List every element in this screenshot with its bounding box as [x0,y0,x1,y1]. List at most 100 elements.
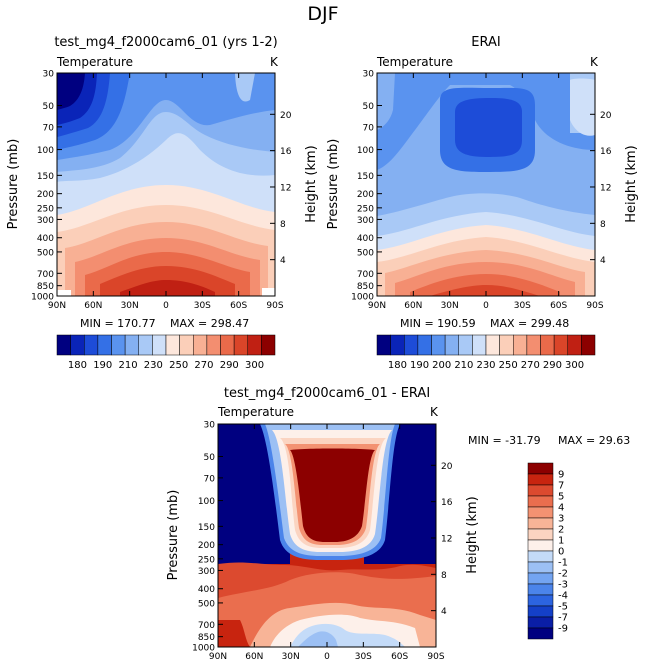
colorbar-label: -4 [558,591,568,602]
x-tick-label: 0 [483,301,489,311]
contour-fill-290 [410,274,560,296]
colorbar-swatch [527,539,554,552]
colorbar-swatch [165,334,180,356]
colorbar-label: 230 [476,360,495,371]
colorbar-swatch [527,594,554,607]
colorbar-swatch [404,334,419,356]
height-tick-label: 4 [441,607,447,617]
y-tick-label: 200 [37,190,54,200]
colorbar-label: 190 [93,360,112,371]
y-tick-label: 150 [198,523,215,533]
panel-obs-subtitle: Temperature [376,55,453,69]
x-tick-label: 90N [209,652,227,662]
plot-area-diff [218,424,436,647]
colorbar-swatch [70,334,85,356]
y-tick-label: 100 [357,146,374,156]
contour-fill-295 [120,280,215,296]
colorbar-label: -7 [558,613,568,624]
colorbar-swatch [527,572,554,585]
height-tick-label: 12 [280,183,291,193]
height-tick-label: 8 [280,220,286,230]
contour-fill-lower-neg2 [298,631,338,647]
x-tick-label: 60N [84,301,102,311]
y-tick-label: 700 [357,270,374,280]
colorbar-swatch [444,334,459,356]
height-tick-label: 16 [280,147,292,157]
colorbar-label: 270 [521,360,540,371]
x-tick-label: 60S [550,301,567,311]
y-tick-label: 50 [204,453,216,463]
ylabel-right-model: Height (km) [304,145,319,222]
colorbar-label: 190 [410,360,429,371]
colorbar-swatch [458,334,473,356]
colorbar-label: -3 [558,580,568,591]
colorbar-swatch [527,583,554,596]
colorbar-swatch [206,334,221,356]
colorbar-swatch [527,484,554,497]
colorbar-swatch [527,528,554,541]
colorbar-swatch [138,334,153,356]
colorbar-label: 270 [194,360,213,371]
x-tick-label: 30N [282,652,300,662]
panel-diff-units: K [430,405,439,419]
colorbar-label: -5 [558,602,568,613]
y-tick-label: 30 [204,421,216,431]
height-tick-label: 8 [441,571,447,581]
colorbar-swatch [527,462,554,475]
x-tick-label: 60N [404,301,422,311]
colorbar-label: 250 [169,360,188,371]
colorbar-swatch [567,334,582,356]
colorbar-label: 2 [558,525,564,536]
colorbar-swatch [513,334,528,356]
max-label-obs: MAX = 299.48 [490,317,569,330]
panel-obs: ERAI Temperature K 90N 60N 30N 0 30S 60S 90S 30… [326,35,639,371]
y-tick-label: 70 [43,123,55,133]
y-tick-label: 250 [357,204,374,214]
height-tick-label: 20 [441,462,453,472]
height-tick-label: 16 [600,147,612,157]
y-tick-label: 500 [357,248,374,258]
colorbar-obs: 180 190 200 210 230 250 270 290 300 [376,334,596,371]
y-tick-label: 850 [198,633,215,643]
panel-diff-title: test_mg4_f2000cam6_01 - ERAI [224,386,430,401]
colorbar-label: 180 [68,360,87,371]
y-tick-label: 30 [43,70,55,80]
height-tick-label: 8 [600,220,606,230]
y-tick-label: 700 [198,621,215,631]
colorbar-swatch [527,517,554,530]
colorbar-swatch [390,334,405,356]
colorbar-label: -2 [558,569,568,580]
x-tick-label: 60S [230,301,247,311]
colorbar-swatch [233,334,248,356]
ylabel-model: Pressure (mb) [6,139,21,230]
contour-fill-230 [377,73,595,170]
axes-model: 90N 60N 30N 0 30S 60S 90S 30 50 70 100 150 200 250 300… [31,70,292,312]
y-tick-label: 500 [198,599,215,609]
x-tick-label: 60N [245,652,263,662]
contour-fill-250-sp [570,78,595,136]
colorbar-swatch [527,473,554,486]
height-tick-label: 4 [280,256,286,266]
height-tick-label: 12 [600,183,611,193]
colorbar-swatch [527,605,554,618]
colorbar-swatch [417,334,432,356]
colorbar-swatch [179,334,194,356]
y-tick-label: 300 [357,216,374,226]
y-tick-label: 250 [198,555,215,565]
height-tick-label: 4 [600,256,606,266]
axes-diff: 90N 60N 30N 0 30S 60S 90S 30 50 70 100 150 200 250 300… [192,421,453,663]
x-tick-label: 90S [427,652,444,662]
contour-fill-180 [57,73,85,110]
y-tick-label: 250 [37,204,54,214]
colorbar-label: 290 [220,360,239,371]
min-label-obs: MIN = 190.59 [400,317,476,330]
colorbar-swatch [97,334,112,356]
x-tick-label: 90N [48,301,66,311]
panel-diff-subtitle: Temperature [217,405,294,419]
panel-obs-title: ERAI [471,35,500,50]
height-tick-label: 16 [441,498,453,508]
x-tick-label: 90S [586,301,603,311]
colorbar-swatch [431,334,446,356]
y-tick-label: 300 [37,216,54,226]
